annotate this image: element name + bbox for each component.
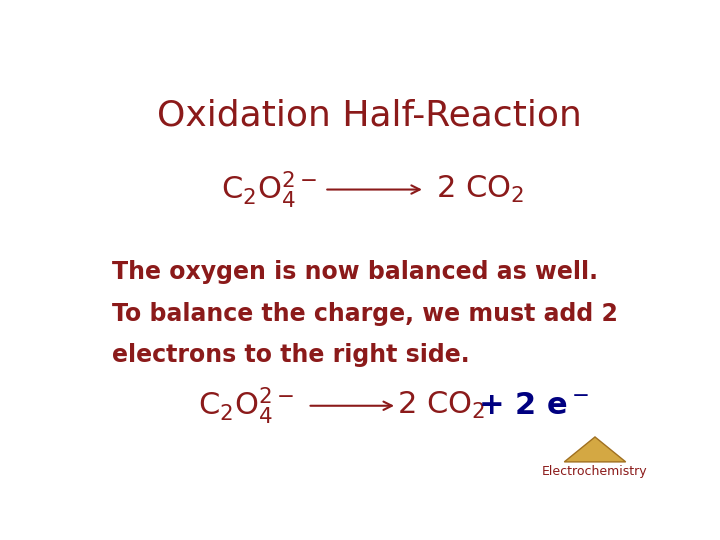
Text: To balance the charge, we must add 2: To balance the charge, we must add 2 xyxy=(112,302,618,326)
Text: 2 CO$_2$: 2 CO$_2$ xyxy=(436,174,525,205)
Text: C$_2$O$_4^{2-}$: C$_2$O$_4^{2-}$ xyxy=(199,385,294,426)
Polygon shape xyxy=(564,437,626,462)
Text: The oxygen is now balanced as well.: The oxygen is now balanced as well. xyxy=(112,260,598,284)
Text: Electrochemistry: Electrochemistry xyxy=(542,465,648,478)
Text: + 2 e$^-$: + 2 e$^-$ xyxy=(478,392,588,420)
Text: electrons to the right side.: electrons to the right side. xyxy=(112,343,470,367)
Text: C$_2$O$_4^{2-}$: C$_2$O$_4^{2-}$ xyxy=(221,169,316,210)
Text: 2 CO$_2$: 2 CO$_2$ xyxy=(397,390,486,421)
Text: Oxidation Half-Reaction: Oxidation Half-Reaction xyxy=(156,98,582,132)
